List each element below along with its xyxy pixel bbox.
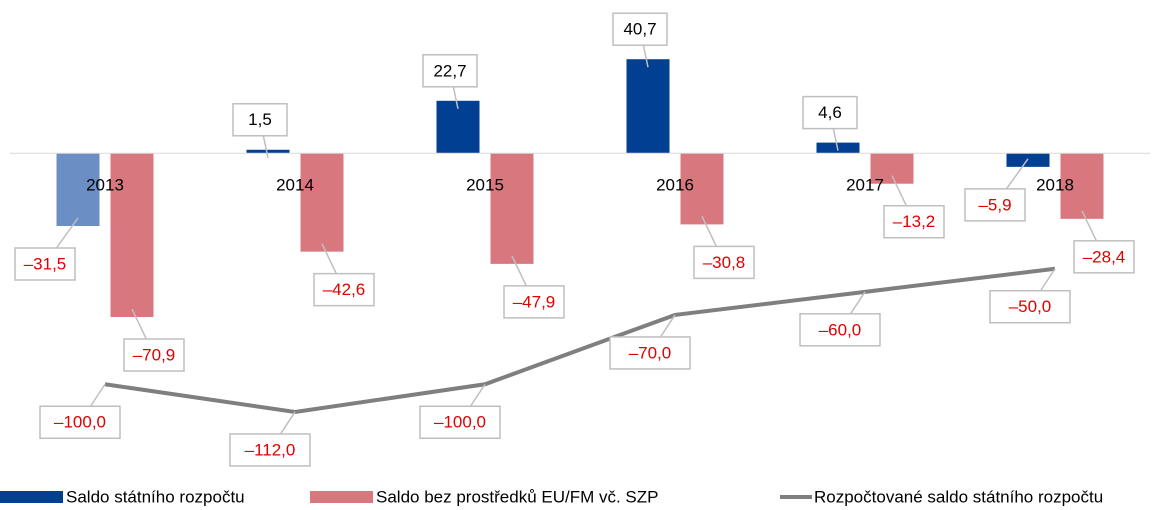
callout-box	[123, 338, 185, 372]
legend-swatch	[0, 491, 63, 503]
bar	[56, 153, 100, 226]
callout-box	[313, 272, 375, 307]
bar	[300, 153, 344, 252]
data-label: –28,4	[1083, 247, 1126, 266]
callout-box	[229, 433, 311, 467]
data-label: –112,0	[245, 440, 296, 459]
x-tick-label: 2015	[466, 176, 504, 195]
bar	[110, 153, 154, 318]
callout-box	[1073, 240, 1135, 274]
data-label: –60,0	[819, 320, 862, 339]
data-label: –30,8	[703, 253, 746, 272]
bar	[436, 100, 480, 154]
callout-box	[232, 103, 288, 137]
data-label: –100,0	[434, 413, 486, 432]
x-tick-label: 2018	[1036, 176, 1074, 195]
data-label: –13,2	[893, 212, 936, 231]
data-label: –70,0	[629, 343, 672, 362]
legend-swatch	[310, 491, 373, 503]
data-label: 4,6	[818, 103, 842, 122]
legend-label: Saldo bez prostředků EU/FM vč. SZP	[376, 487, 659, 506]
callout-box	[964, 188, 1026, 222]
x-tick-label: 2014	[276, 176, 314, 195]
data-label: 1,5	[248, 110, 272, 129]
data-label: –100,0	[54, 413, 106, 432]
bar	[870, 153, 914, 184]
data-label: –5,9	[978, 195, 1011, 214]
x-tick-label: 2013	[86, 176, 124, 195]
bar	[1060, 153, 1104, 219]
x-tick-label: 2017	[846, 176, 884, 195]
callout-box	[883, 204, 945, 239]
data-label: 22,7	[433, 61, 466, 80]
data-label: –47,9	[513, 292, 556, 311]
bar	[680, 153, 724, 225]
callout-box	[802, 95, 858, 130]
bar	[626, 59, 670, 154]
legend-label: Rozpočtované saldo státního rozpočtu	[814, 487, 1103, 506]
callout-box	[612, 12, 668, 46]
legend-label: Saldo státního rozpočtu	[66, 487, 245, 506]
callout-box	[419, 405, 501, 439]
callout-box	[799, 313, 881, 347]
data-label: –50,0	[1009, 297, 1052, 316]
callout-box	[989, 289, 1071, 324]
callout-box	[503, 285, 565, 319]
callout-box	[14, 247, 76, 281]
callout-box	[39, 405, 121, 439]
callout-box	[422, 54, 478, 88]
line	[104, 266, 1056, 414]
bar	[246, 149, 290, 154]
data-label: –31,5	[24, 254, 67, 273]
callout-box	[693, 245, 755, 280]
data-label: 40,7	[623, 20, 656, 39]
callout-box	[609, 336, 691, 370]
data-label: –42,6	[323, 280, 366, 299]
bar	[490, 153, 534, 264]
x-tick-label: 2016	[656, 176, 694, 195]
data-label: –70,9	[133, 346, 176, 365]
